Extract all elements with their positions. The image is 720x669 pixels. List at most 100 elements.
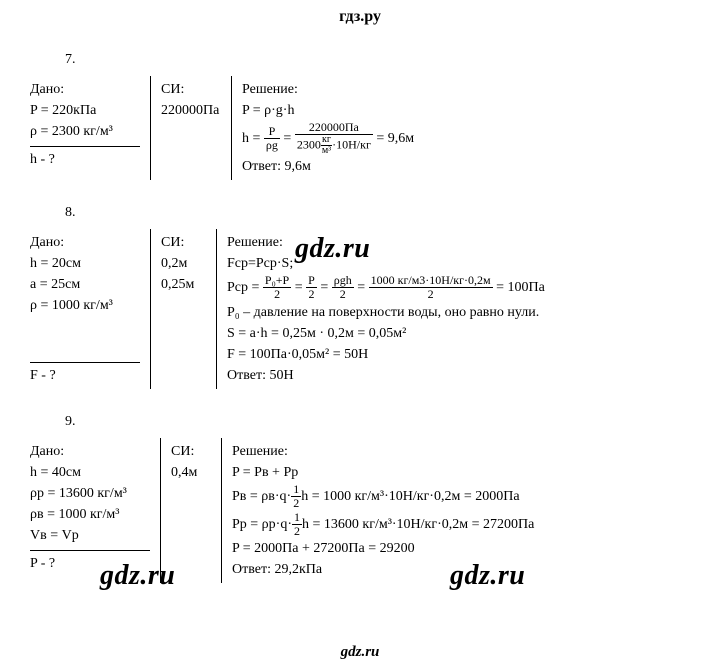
problem-7: 7. Дано: P = 220кПа ρ = 2300 кг/м³ h - ?… xyxy=(30,52,690,180)
numerator: ρgh xyxy=(332,274,354,288)
spacer xyxy=(30,316,140,337)
find-line: P - ? xyxy=(30,550,150,574)
problem-9: 9. Дано: h = 40см ρр = 13600 кг/м³ ρв = … xyxy=(30,414,690,583)
solution-label: Решение: xyxy=(232,441,690,462)
answer-line: Ответ: 50Н xyxy=(227,365,690,386)
given-line: ρ = 1000 кг/м³ xyxy=(30,295,140,316)
si-line: 220000Па xyxy=(161,100,221,121)
denominator: 2 xyxy=(369,288,493,301)
problem-layout: Дано: h = 20см a = 25см ρ = 1000 кг/м³ F… xyxy=(30,229,690,389)
page-footer: gdz.ru xyxy=(0,640,720,665)
fraction: P ρg xyxy=(264,125,280,152)
problem-number: 9. xyxy=(65,414,690,430)
solution-line: Pр = ρр·q·12h = 13600 кг/м³·10Н/кг·0,2м … xyxy=(232,511,690,538)
given-line: h = 40см xyxy=(30,462,150,483)
text: h = 13600 кг/м³·10Н/кг·0,2м = 27200Па xyxy=(302,516,534,531)
given-label: Дано: xyxy=(30,232,140,253)
text: h = xyxy=(242,131,264,146)
given-line: Vв = Vр xyxy=(30,525,150,546)
answer-line: Ответ: 9,6м xyxy=(242,156,690,177)
si-line: 0,25м xyxy=(161,274,206,295)
given-line: ρ = 2300 кг/м³ xyxy=(30,121,140,142)
si-line: 0,4м xyxy=(171,462,211,483)
text: Pр = ρр·q· xyxy=(232,516,292,531)
answer-line: Ответ: 29,2кПа xyxy=(232,559,690,580)
solution-line: Pср = P₀+P 2 = P 2 = ρgh 2 = 1000 кг xyxy=(227,274,690,301)
text: 2300 xyxy=(297,137,321,151)
denominator: 2 xyxy=(306,288,317,301)
problem-number: 8. xyxy=(65,205,690,221)
find-line: h - ? xyxy=(30,146,140,170)
solution-column: Решение: P = ρ·g·h h = P ρg = 220000Па 2… xyxy=(232,76,690,180)
unit-fraction: кгм³ xyxy=(321,135,332,156)
numerator: P₀+P xyxy=(263,274,291,288)
denominator: м³ xyxy=(321,146,332,156)
given-column: Дано: h = 40см ρр = 13600 кг/м³ ρв = 100… xyxy=(30,438,161,583)
problem-layout: Дано: P = 220кПа ρ = 2300 кг/м³ h - ? СИ… xyxy=(30,76,690,180)
si-line: 0,2м xyxy=(161,253,206,274)
fraction: 1000 кг/м3·10Н/кг·0,2м 2 xyxy=(369,274,493,301)
denominator: 2 xyxy=(292,525,302,538)
denominator: 2 xyxy=(263,288,291,301)
solution-line: P₀ – давление на поверхности воды, оно р… xyxy=(227,302,690,323)
text: ·10Н/кг xyxy=(332,137,371,151)
denominator: 2300кгм³·10Н/кг xyxy=(295,135,373,156)
given-line: a = 25см xyxy=(30,274,140,295)
denominator: 2 xyxy=(291,497,301,510)
text: = xyxy=(295,280,306,295)
solution-line: P = 2000Па + 27200Па = 29200 xyxy=(232,538,690,559)
given-column: Дано: P = 220кПа ρ = 2300 кг/м³ h - ? xyxy=(30,76,151,180)
text: Pср = xyxy=(227,280,263,295)
text: h = 1000 кг/м³·10Н/кг·0,2м = 2000Па xyxy=(301,489,519,504)
page-header: гдз.ру xyxy=(0,0,720,34)
fraction: P 2 xyxy=(306,274,317,301)
fraction: 12 xyxy=(292,511,302,538)
problem-number: 7. xyxy=(65,52,690,68)
solution-line: F = 100Па·0,05м² = 50Н xyxy=(227,344,690,365)
given-line: P = 220кПа xyxy=(30,100,140,121)
si-label: СИ: xyxy=(161,79,221,100)
numerator: 220000Па xyxy=(295,121,373,135)
numerator: 1000 кг/м3·10Н/кг·0,2м xyxy=(369,274,493,288)
numerator: 1 xyxy=(291,483,301,497)
denominator: 2 xyxy=(332,288,354,301)
numerator: 1 xyxy=(292,511,302,525)
numerator: P xyxy=(306,274,317,288)
si-label: СИ: xyxy=(161,232,206,253)
given-label: Дано: xyxy=(30,441,150,462)
spacer xyxy=(30,337,140,358)
solution-line: P = Pв + Pр xyxy=(232,462,690,483)
solution-label: Решение: xyxy=(227,232,690,253)
given-line: ρв = 1000 кг/м³ xyxy=(30,504,150,525)
fraction: ρgh 2 xyxy=(332,274,354,301)
fraction: 220000Па 2300кгм³·10Н/кг xyxy=(295,121,373,156)
solution-column: Решение: P = Pв + Pр Pв = ρв·q·12h = 100… xyxy=(222,438,690,583)
given-line: h = 20см xyxy=(30,253,140,274)
given-line: ρр = 13600 кг/м³ xyxy=(30,483,150,504)
denominator: ρg xyxy=(264,139,280,152)
fraction: 12 xyxy=(291,483,301,510)
solution-label: Решение: xyxy=(242,79,690,100)
solution-line: Fср=Pср·S; xyxy=(227,253,690,274)
find-line: F - ? xyxy=(30,362,140,386)
si-column: СИ: 0,2м 0,25м xyxy=(151,229,217,389)
text: Pв = ρв·q· xyxy=(232,489,291,504)
problem-8: 8. Дано: h = 20см a = 25см ρ = 1000 кг/м… xyxy=(30,205,690,389)
si-label: СИ: xyxy=(171,441,211,462)
solution-line: P = ρ·g·h xyxy=(242,100,690,121)
text: = xyxy=(357,280,368,295)
solution-line: h = P ρg = 220000Па 2300кгм³·10Н/кг = 9,… xyxy=(242,121,690,156)
numerator: P xyxy=(264,125,280,139)
si-column: СИ: 220000Па xyxy=(151,76,232,180)
given-label: Дано: xyxy=(30,79,140,100)
solution-line: Pв = ρв·q·12h = 1000 кг/м³·10Н/кг·0,2м =… xyxy=(232,483,690,510)
fraction: P₀+P 2 xyxy=(263,274,291,301)
given-column: Дано: h = 20см a = 25см ρ = 1000 кг/м³ F… xyxy=(30,229,151,389)
text: = 100Па xyxy=(496,280,545,295)
text: = 9,6м xyxy=(376,131,414,146)
text: = xyxy=(320,280,331,295)
si-column: СИ: 0,4м xyxy=(161,438,222,583)
problem-layout: Дано: h = 40см ρр = 13600 кг/м³ ρв = 100… xyxy=(30,438,690,583)
solution-column: Решение: Fср=Pср·S; Pср = P₀+P 2 = P 2 =… xyxy=(217,229,690,389)
solution-line: S = a·h = 0,25м · 0,2м = 0,05м² xyxy=(227,323,690,344)
